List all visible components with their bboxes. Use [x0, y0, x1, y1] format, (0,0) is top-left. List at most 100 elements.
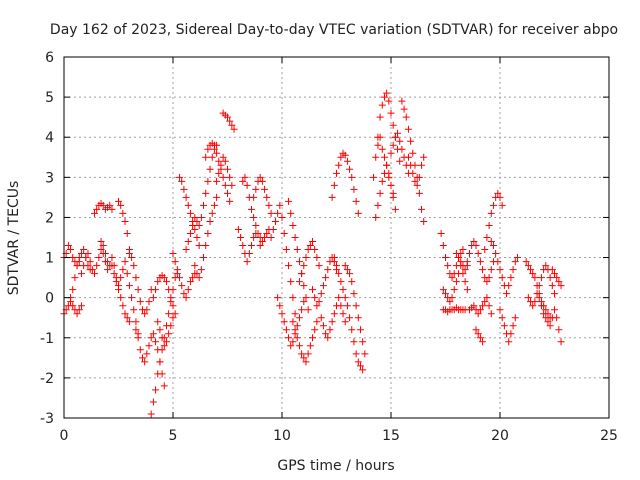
- data-point: [289, 294, 297, 302]
- data-point: [341, 318, 349, 326]
- y-tick-label: -2: [40, 371, 54, 387]
- x-tick-label: 0: [60, 428, 69, 444]
- data-point: [352, 302, 360, 310]
- data-point: [348, 326, 356, 334]
- data-point: [306, 242, 314, 250]
- data-point: [77, 302, 85, 310]
- data-point: [180, 290, 188, 298]
- data-point: [154, 318, 162, 326]
- data-point: [315, 298, 323, 306]
- axis-ticks: [63, 56, 610, 419]
- data-point: [234, 225, 242, 233]
- data-point: [380, 93, 388, 101]
- data-point: [134, 334, 142, 342]
- series-track-34: [341, 262, 369, 358]
- data-point: [487, 209, 495, 217]
- data-point: [280, 318, 288, 326]
- data-point: [372, 213, 380, 221]
- data-point: [551, 270, 558, 278]
- series-track-32: [328, 149, 362, 217]
- data-point: [195, 221, 203, 229]
- data-point: [404, 153, 412, 161]
- data-point: [267, 209, 275, 217]
- data-point: [169, 250, 177, 258]
- data-point: [485, 221, 493, 229]
- data-point: [551, 290, 558, 298]
- data-point: [123, 229, 131, 237]
- data-point: [387, 149, 395, 157]
- data-point: [291, 326, 299, 334]
- series-track-52: [524, 262, 558, 310]
- data-point: [459, 246, 467, 254]
- data-point: [352, 350, 360, 358]
- data-point: [191, 213, 199, 221]
- data-point: [171, 310, 179, 318]
- data-point: [267, 234, 275, 241]
- series-track-25: [267, 201, 299, 318]
- data-point: [313, 254, 321, 262]
- data-point: [479, 302, 487, 310]
- data-point: [165, 310, 173, 318]
- data-point: [202, 189, 210, 197]
- data-point: [461, 266, 469, 274]
- data-point: [213, 149, 221, 157]
- data-point: [180, 185, 188, 193]
- data-point: [261, 185, 269, 193]
- data-point: [69, 302, 77, 310]
- data-point: [531, 274, 539, 282]
- series-track-18: [202, 139, 234, 205]
- data-point: [121, 217, 129, 225]
- data-point: [243, 258, 251, 266]
- data-point: [317, 314, 325, 322]
- data-point: [535, 282, 543, 290]
- data-point: [171, 258, 179, 266]
- data-point: [487, 238, 495, 246]
- data-point: [239, 242, 247, 250]
- data-point: [404, 125, 412, 133]
- data-point: [117, 201, 125, 209]
- data-point: [489, 242, 497, 250]
- data-point: [250, 234, 258, 241]
- data-point: [411, 177, 419, 185]
- data-point: [193, 270, 201, 278]
- data-point: [245, 250, 253, 258]
- data-point: [337, 278, 345, 286]
- data-point: [474, 250, 482, 258]
- data-point: [309, 286, 317, 294]
- data-point: [204, 177, 212, 185]
- y-axis-label: SDTVAR / TECUs: [6, 181, 22, 296]
- data-point: [350, 290, 358, 298]
- data-point: [285, 262, 293, 270]
- data-point: [228, 181, 236, 189]
- data-point: [276, 302, 284, 310]
- data-point: [498, 201, 506, 209]
- data-point: [293, 322, 301, 330]
- data-point: [448, 294, 456, 302]
- data-point: [282, 326, 290, 334]
- data-point: [213, 193, 221, 201]
- data-point: [335, 294, 343, 302]
- data-point: [389, 141, 397, 149]
- data-point: [361, 350, 369, 358]
- data-point: [128, 254, 136, 262]
- data-point: [311, 246, 319, 254]
- data-point: [156, 358, 164, 366]
- data-point: [553, 274, 561, 282]
- data-point: [178, 282, 186, 290]
- data-point: [252, 221, 260, 229]
- data-point: [125, 250, 133, 258]
- data-point: [189, 274, 197, 282]
- data-point: [269, 225, 277, 233]
- data-point: [149, 398, 157, 406]
- data-point: [527, 266, 535, 274]
- data-point: [302, 294, 310, 302]
- data-point: [346, 314, 354, 322]
- series-track-22: [239, 173, 264, 241]
- data-point: [409, 169, 417, 177]
- data-point: [383, 89, 391, 97]
- data-point: [359, 338, 367, 346]
- data-point: [226, 117, 234, 125]
- data-point: [494, 189, 502, 197]
- data-point: [287, 278, 295, 286]
- data-point: [452, 278, 460, 286]
